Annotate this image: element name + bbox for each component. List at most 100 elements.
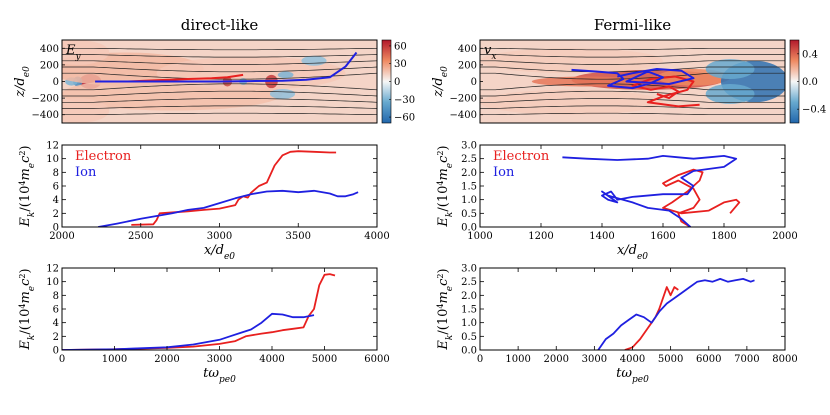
left-mid-xtick-label: 4000 [364,231,389,242]
left-bot-ytick-label: 0 [53,346,59,357]
left-map-field-line [62,47,377,51]
right-bot-ylabel: Ek/(104mec2) [436,268,456,350]
left-map-colorbar-label: −30 [394,95,415,106]
left-map-field-blob [62,98,110,123]
right-mid-ytick-label: 2.5 [461,154,477,165]
left-mid-ytick-label: 8 [53,168,59,179]
right-map-field-blob [531,76,642,87]
right-bot-xtick-label: 7000 [734,354,759,365]
right-mid-ytick-label: 2.0 [461,168,477,179]
left-bot-xtick-label: 0 [59,354,65,365]
left-bot-frame [61,267,378,351]
right-bot-ytick-label: 2.5 [461,277,477,288]
left-mid-ytick-label: 4 [53,195,59,206]
left-map-field-line [62,72,377,80]
left-mid-legend-electron: Electron [75,149,132,164]
left-map-field-line [62,66,377,73]
right-map-ytick-label: 200 [458,60,477,71]
left-mid-xlabel: x/de0 [204,243,235,262]
right-map-title: Fermi-like [594,16,671,34]
left-map-field-line [62,83,377,91]
right-bot-xlabel: tωpe0 [616,366,649,385]
right-mid-plot [562,155,741,227]
right-map-field-line [480,83,785,91]
left-mid-ytick-label: 12 [46,141,59,152]
left-map-colorbar-label: 0 [394,77,400,88]
left-bot-ytick-label: 2 [53,332,59,343]
left-bot-xtick-label: 6000 [364,354,389,365]
right-bot-series-ion [597,278,755,350]
right-mid-xtick-label: 2000 [772,231,797,242]
right-mid-ytick-label: 0.5 [461,209,477,220]
left-bot-ytick-label: 4 [53,318,59,329]
left-map-field-line [62,90,377,97]
right-map-field-line [480,47,785,51]
left-bot-xtick-label: 4000 [259,354,284,365]
right-map-ylabel: z/de0 [431,66,450,98]
right-map-colorbar-label: −0.4 [802,105,826,116]
left-bot-xlabel: tωpe0 [203,366,236,385]
right-map-field-blob [705,83,755,104]
left-map-field-blob [62,40,110,65]
left-bot-ytick-label: 12 [46,264,59,275]
left-mid-ytick-label: 2 [53,209,59,220]
right-map-colorbar-label: 0.4 [802,49,818,60]
left-bot-series-electron [62,273,336,350]
left-bot-ytick-label: 8 [53,291,59,302]
left-bot-ytick-label: 6 [53,305,59,316]
right-bot-xtick-label: 4000 [620,354,645,365]
left-map-ytick-label: −400 [32,110,59,121]
left-bot-series-ion [62,312,315,350]
right-mid-ytick-label: 0.0 [461,223,477,234]
right-mid-ytick-label: 1.5 [461,182,477,193]
right-map-field-blob [480,89,663,115]
left-map-title: direct-like [181,16,259,34]
left-mid-series-ion [98,189,359,227]
right-bot-xtick-label: 6000 [696,354,721,365]
left-map-colorbar-label: 60 [394,41,407,52]
right-mid-series-electron [662,168,741,227]
left-mid-ytick-label: 6 [53,182,59,193]
right-mid-xtick-label: 1400 [589,231,614,242]
right-bot-xtick-label: 2000 [544,354,569,365]
left-map-colorbar-label: −60 [394,113,415,124]
right-mid-ytick-label: 3.0 [461,141,477,152]
left-map-ytick-label: 0 [53,77,59,88]
right-map-ytick-label: −400 [450,110,477,121]
right-map-colorbar-label: 0.0 [802,77,818,88]
left-mid-legend-ion: Ion [75,165,97,180]
left-bot-plot [62,273,336,350]
right-map-field-blob [705,59,755,80]
left-map-field-line [62,98,377,103]
right-map-ytick-label: −200 [450,94,477,105]
right-bot-xtick-label: 1000 [505,354,530,365]
right-map-field-blob [480,48,663,74]
right-bot-ytick-label: 3.0 [461,264,477,275]
left-map-ytick-label: 200 [40,60,59,71]
right-mid-xtick-label: 1600 [650,231,675,242]
left-map-ytick-label: −200 [32,94,59,105]
right-map-ytick-label: 400 [458,44,477,55]
right-bot-series-electron [624,286,679,350]
right-map-panel-label: vx [484,43,496,62]
left-mid-ytick-label: 0 [53,223,59,234]
right-mid-ylabel: Ek/(104mec2) [436,145,456,227]
right-mid-xlabel: x/de0 [617,243,648,262]
left-map-field-line [62,112,377,116]
left-bot-ytick-label: 10 [46,277,59,288]
left-mid-plot [98,150,359,227]
right-bot-xtick-label: 3000 [582,354,607,365]
right-bot-xtick-label: 8000 [772,354,797,365]
left-map-trace-ion [95,51,358,83]
right-mid-xtick-label: 1800 [711,231,736,242]
left-bot-xtick-label: 5000 [312,354,337,365]
right-bot-xtick-label: 5000 [658,354,683,365]
right-bot-ytick-label: 1.5 [461,305,477,316]
left-mid-ytick-label: 10 [46,154,59,165]
right-map-trace-ion [571,68,695,90]
right-mid-series-ion [562,155,738,227]
left-map-colorbar-label: 30 [394,59,407,70]
left-bot-xtick-label: 1000 [102,354,127,365]
left-mid-xtick-label: 3500 [286,231,311,242]
